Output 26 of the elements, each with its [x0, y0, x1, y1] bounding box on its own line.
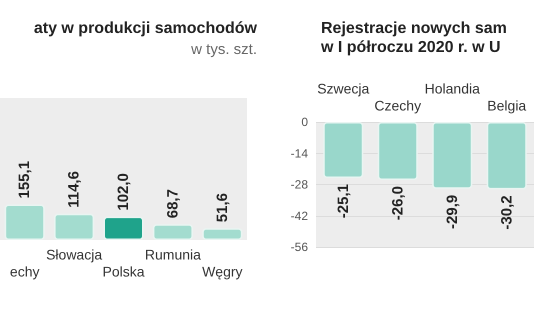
y-tick-label: -56	[290, 240, 308, 254]
x-tick-label: Słowacja	[46, 246, 102, 262]
x-tick-label: Belgia	[487, 98, 526, 114]
data-label: 155,1	[16, 160, 34, 198]
x-tick-label: Węgry	[202, 264, 243, 280]
data-label: -25,1	[334, 184, 352, 218]
chart-title: Rejestracje nowych sam w I półroczu 2020 r. w U	[320, 20, 507, 56]
x-tick-label: Rumunia	[144, 246, 202, 262]
x-tick-label: echy	[10, 264, 40, 280]
x-tick-label: Czechy	[374, 98, 422, 114]
y-tick-label: -42	[290, 208, 308, 223]
chart-subtitle: w tys. szt.	[190, 41, 257, 58]
data-label: 51,6	[214, 192, 231, 222]
y-tick-label: 0	[301, 115, 308, 129]
x-tick-label: Szwecja	[317, 80, 370, 96]
y-tick-label: -28	[290, 178, 308, 192]
y-tick-label: -14	[290, 146, 308, 160]
chart-title: aty w produkcji samochodów	[34, 20, 258, 37]
data-label: 114,6	[66, 171, 83, 208]
data-label: -26,0	[389, 186, 406, 220]
data-label: 102,0	[115, 173, 132, 211]
data-label: 68,7	[164, 189, 182, 218]
data-label: -29,9	[444, 194, 461, 229]
x-tick-label: Holandia	[424, 80, 480, 96]
data-label: -30,2	[498, 195, 516, 230]
x-tick-label: Polska	[102, 264, 145, 280]
